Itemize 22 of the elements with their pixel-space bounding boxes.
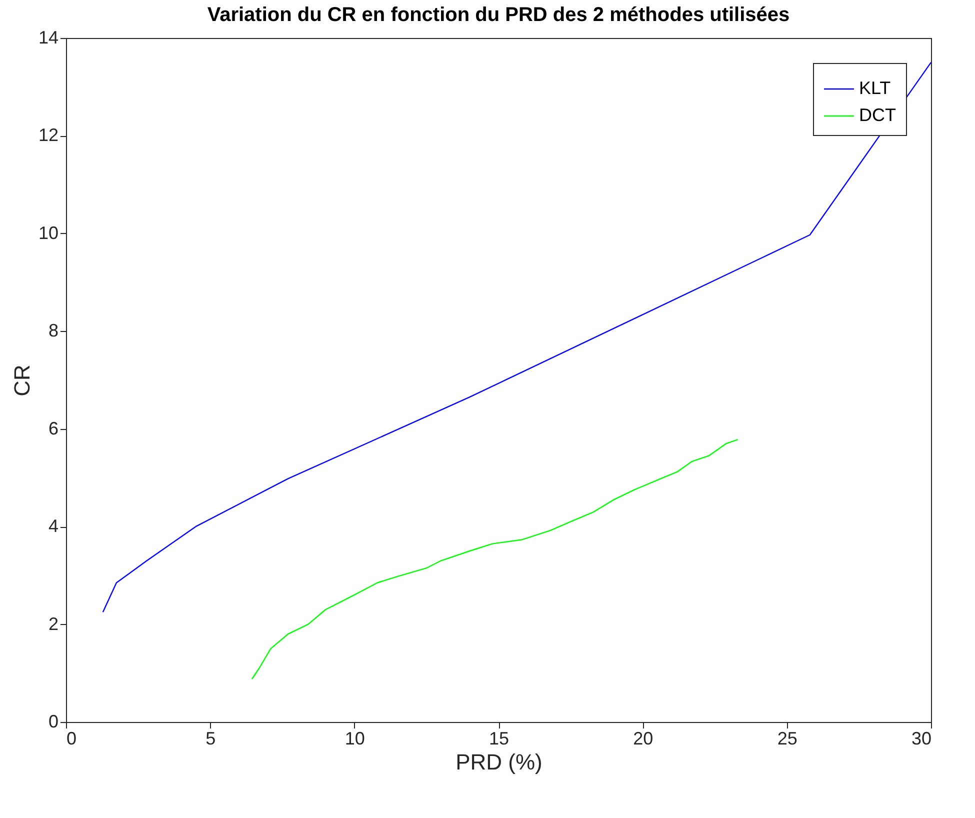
y-axis-title: CR — [9, 364, 34, 396]
line-series — [251, 439, 738, 680]
x-tick-label: 10 — [344, 728, 365, 748]
y-tick-label: 6 — [48, 418, 58, 438]
legend-label: DCT — [859, 105, 896, 125]
x-tick-label: 30 — [911, 728, 932, 748]
x-tick-label: 5 — [206, 728, 216, 748]
y-tick-label: 2 — [48, 614, 58, 634]
y-tick-label: 10 — [38, 222, 58, 243]
chart-title: Variation du CR en fonction du PRD des 2 méthodes utilisées — [207, 4, 790, 26]
x-axis-title: PRD (%) — [456, 750, 542, 774]
x-tick-label: 20 — [633, 728, 654, 748]
line-series — [102, 62, 932, 613]
y-tick-label: 4 — [48, 516, 58, 536]
x-tick-label: 25 — [777, 728, 798, 748]
y-tick-label: 14 — [38, 28, 58, 48]
y-tick-label: 8 — [48, 320, 58, 341]
y-tick-label: 0 — [48, 712, 58, 732]
x-tick-label: 15 — [488, 728, 510, 748]
x-tick-label: 0 — [66, 728, 77, 748]
y-tick-label: 12 — [38, 125, 58, 146]
legend-label: KLT — [859, 78, 891, 98]
